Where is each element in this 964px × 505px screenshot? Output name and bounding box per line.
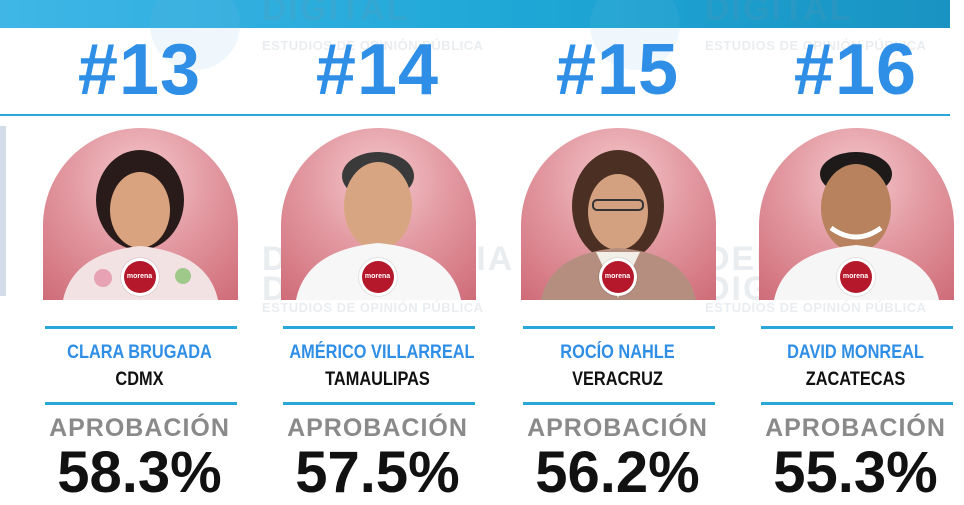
ranking-card: #14 morena AMÉRICO VILLARREAL TAMAULIPAS…: [275, 0, 480, 505]
watermark-word: DIGITAL: [705, 0, 853, 28]
watermark-subtitle: ESTUDIOS DE OPINIÓN PÚBLICA: [705, 300, 927, 315]
party-logo-badge: morena: [358, 258, 397, 296]
state-name: CDMX: [115, 369, 164, 390]
governor-name: ROCÍO NAHLE: [560, 342, 675, 363]
portrait-photo: [43, 128, 238, 300]
divider-line: [45, 402, 237, 405]
governor-name: CLARA BRUGADA: [67, 342, 212, 363]
portrait-photo: [281, 128, 476, 300]
divider-line: [523, 326, 715, 329]
approval-label: APROBACIÓN: [527, 414, 708, 442]
ranking-card: #13 morena CLARA BRUGADA CDMX APROBACIÓN…: [37, 0, 242, 505]
watermark-subtitle: ESTUDIOS DE OPINIÓN PÚBLICA: [262, 38, 484, 53]
divider-line: [761, 402, 953, 405]
rank-number: #16: [793, 30, 918, 110]
rank-number: #14: [315, 30, 440, 110]
rank-number: #15: [555, 30, 680, 110]
watermark-subtitle: ESTUDIOS DE OPINIÓN PÚBLICA: [262, 300, 484, 315]
rank-number: #13: [77, 30, 202, 110]
approval-label: APROBACIÓN: [49, 414, 230, 442]
state-name: VERACRUZ: [572, 369, 663, 390]
ranking-card: #15 morena ROCÍO NAHLE VERACRUZ APROBACI…: [515, 0, 720, 505]
approval-value: 56.2%: [535, 440, 700, 505]
approval-value: 57.5%: [295, 440, 460, 505]
divider-line: [523, 402, 715, 405]
governor-name: AMÉRICO VILLARREAL: [289, 342, 475, 363]
governor-name: DAVID MONREAL: [787, 342, 924, 363]
approval-label: APROBACIÓN: [765, 414, 946, 442]
watermark-word: DIGITAL: [262, 0, 410, 28]
party-logo-badge: morena: [836, 258, 875, 296]
watermark-logo: [150, 0, 240, 70]
party-logo-badge: morena: [598, 258, 637, 296]
ranking-card: #16 morena DAVID MONREAL ZACATECAS APROB…: [753, 0, 958, 505]
divider-line: [283, 326, 475, 329]
approval-label: APROBACIÓN: [287, 414, 468, 442]
divider-line: [761, 326, 953, 329]
divider-line: [45, 326, 237, 329]
morena-logo: morena: [123, 261, 156, 293]
divider-line: [283, 402, 475, 405]
state-name: TAMAULIPAS: [325, 369, 430, 390]
party-logo-badge: morena: [120, 258, 159, 296]
morena-logo: morena: [839, 261, 872, 293]
top-banner-bar: [0, 0, 950, 28]
morena-logo: morena: [601, 261, 634, 293]
morena-logo: morena: [361, 261, 394, 293]
watermark-subtitle: ESTUDIOS DE OPINIÓN PÚBLICA: [705, 38, 927, 53]
header-rule: [0, 114, 950, 116]
left-edge-strip: [0, 126, 6, 296]
approval-value: 55.3%: [773, 440, 938, 505]
approval-value: 58.3%: [57, 440, 222, 505]
state-name: ZACATECAS: [805, 369, 906, 390]
watermark-logo: [590, 0, 680, 70]
